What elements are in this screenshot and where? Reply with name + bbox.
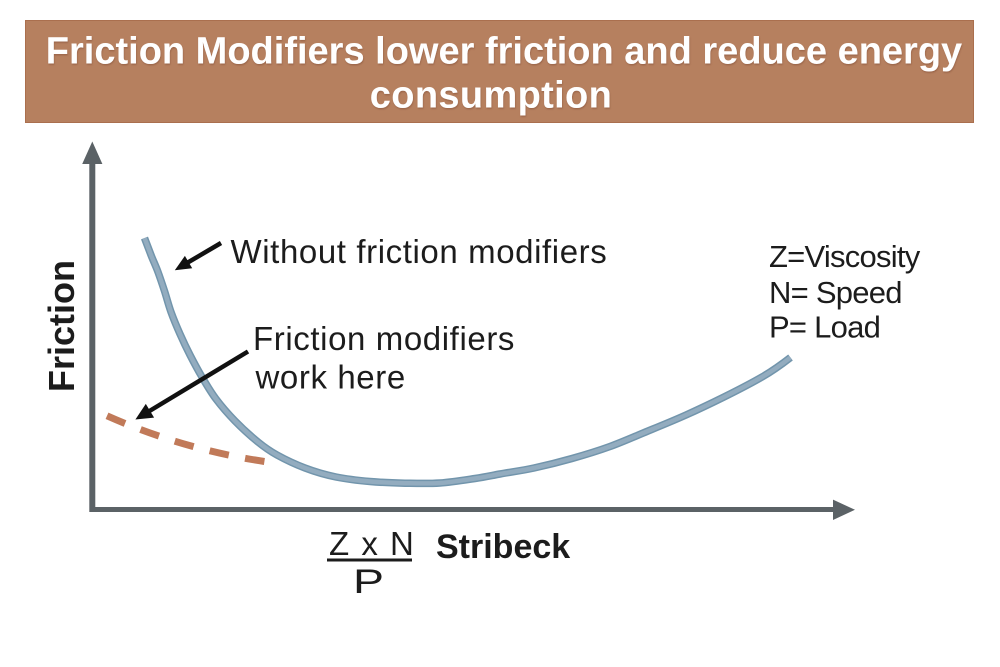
svg-text:Without friction modifiers: Without friction modifiers [231,233,608,270]
svg-text:Friction Modifiers lower frict: Friction Modifiers lower friction and re… [46,31,962,73]
svg-text:Z x N: Z x N [329,525,415,562]
svg-text:Friction modifiers: Friction modifiers [253,320,515,357]
svg-text:Stribeck: Stribeck [436,528,570,566]
svg-text:work here: work here [255,359,406,396]
svg-text:P= Load: P= Load [769,310,880,345]
svg-text:consumption: consumption [370,75,612,117]
svg-text:N= Speed: N= Speed [769,275,902,310]
svg-text:Friction: Friction [41,260,82,392]
svg-text:P: P [353,563,384,601]
svg-text:Z=Viscosity: Z=Viscosity [769,239,921,274]
